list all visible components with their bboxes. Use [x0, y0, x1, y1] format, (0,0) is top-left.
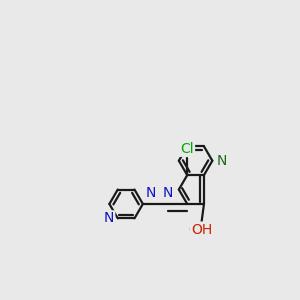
Text: N: N [217, 154, 227, 168]
Text: OH: OH [191, 223, 212, 237]
Text: N: N [146, 186, 156, 200]
Text: Cl: Cl [180, 142, 194, 156]
Text: H: H [202, 223, 212, 237]
Text: O: O [188, 223, 199, 237]
Text: N: N [163, 186, 173, 200]
Text: N: N [104, 212, 114, 225]
